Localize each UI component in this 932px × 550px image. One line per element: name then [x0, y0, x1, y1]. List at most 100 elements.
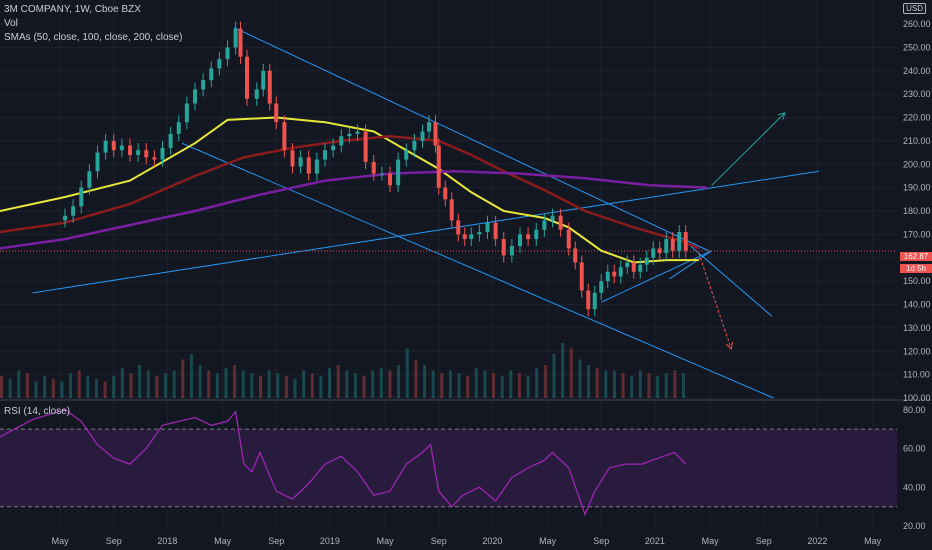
candle-body — [168, 133, 173, 148]
time-tick-label: May — [214, 536, 232, 546]
price-tick-label: 100.00 — [903, 393, 931, 403]
volume-bar — [0, 376, 3, 398]
candle-body — [95, 152, 100, 172]
volume-bar — [86, 376, 90, 398]
candle-body — [347, 133, 352, 137]
trendline — [669, 250, 713, 280]
legend-rsi[interactable]: RSI (14, close) — [4, 406, 71, 417]
candle-body — [282, 122, 287, 151]
candle-body — [371, 161, 376, 174]
volume-bar — [673, 370, 677, 398]
price-axis[interactable]: 260.00 250.00 240.00 230.00 220.00 210.00 200.… — [903, 19, 931, 403]
candle-body — [542, 220, 547, 230]
volume-bar — [612, 370, 616, 398]
price-tick-label: 260.00 — [903, 19, 931, 29]
rsi-axis[interactable]: 80.00 60.00 40.00 20.00 — [903, 405, 926, 531]
volume-bar — [8, 378, 12, 398]
volume-bar — [207, 370, 211, 398]
candle-body — [550, 215, 555, 221]
candle-body — [631, 262, 636, 272]
candle-body — [526, 234, 531, 240]
time-tick-label: 2021 — [645, 536, 665, 546]
time-tick-label: Sep — [756, 536, 772, 546]
candle-body — [420, 131, 425, 141]
candle-body — [436, 145, 441, 188]
legend-sma[interactable]: SMAs (50, close, 100, close, 200, close) — [4, 32, 183, 43]
time-axis[interactable]: May Sep 2018 May Sep 2019 May Sep 2020 May Sep 2021… — [52, 536, 882, 546]
volume-bar — [146, 370, 150, 398]
volume-bar — [561, 343, 565, 398]
time-tick-label: 2020 — [482, 536, 502, 546]
candle-body — [225, 47, 230, 60]
volume-bar — [25, 373, 29, 398]
candle-body — [573, 248, 578, 263]
candle-body — [404, 150, 409, 160]
candle-body — [427, 122, 431, 132]
candle-body — [87, 171, 92, 188]
volume-bar — [604, 370, 608, 398]
time-tick-label: May — [539, 536, 557, 546]
trendline — [233, 27, 709, 252]
volume-bar — [328, 367, 332, 398]
rsi-line — [0, 409, 687, 517]
arrow-annotations — [698, 112, 786, 350]
candle-body — [657, 248, 662, 254]
legend-volume[interactable]: Vol — [4, 18, 18, 29]
candle-body — [267, 70, 272, 104]
volume-bar — [302, 370, 306, 398]
volume-bar — [77, 370, 81, 398]
candle-body — [193, 89, 197, 104]
arrow-head — [778, 112, 786, 120]
candle-body — [290, 150, 295, 167]
arrow-shaft — [698, 252, 732, 350]
candle-body — [160, 147, 165, 160]
candle-body — [274, 103, 279, 123]
candle-body — [119, 145, 124, 151]
volume-bar — [155, 376, 159, 398]
candle-body — [176, 122, 181, 134]
candle-body — [433, 122, 438, 146]
volume-bar — [69, 373, 73, 398]
time-tick-label: Sep — [431, 536, 447, 546]
trendline — [181, 142, 774, 399]
candle-body — [605, 271, 610, 282]
volume-bar — [233, 365, 237, 398]
rsi-tick-label: 20.00 — [903, 521, 926, 531]
volume-bar — [543, 365, 547, 398]
volume-bar — [517, 373, 521, 398]
volume-bar — [595, 367, 599, 398]
price-tick-label: 220.00 — [903, 113, 931, 123]
candle-body — [388, 173, 392, 186]
price-tick-label: 140.00 — [903, 300, 931, 310]
volume-bar — [656, 376, 660, 398]
price-tick-label: 150.00 — [903, 276, 931, 286]
candle-body — [618, 267, 623, 277]
candle-body — [493, 222, 498, 240]
candle-body — [238, 28, 243, 57]
volume-bar — [103, 381, 107, 398]
volume-bar — [526, 376, 530, 398]
volume-bar — [293, 378, 297, 398]
volume-bar — [492, 373, 496, 398]
price-tick-label: 240.00 — [903, 66, 931, 76]
sma50-line — [0, 116, 699, 264]
candle-body — [379, 173, 384, 175]
candle-body — [664, 239, 669, 254]
legend-symbol-title[interactable]: 3M COMPANY, 1W, Cboe BZX — [4, 4, 141, 15]
currency-badge[interactable]: USD — [903, 3, 926, 14]
candle-body — [201, 80, 206, 90]
price-tick-label: 190.00 — [903, 183, 931, 193]
candle-body — [612, 271, 617, 277]
last-price-tag: 162.87 — [900, 252, 932, 261]
countdown-tag: 1d 5h — [900, 264, 932, 273]
volume-bar — [310, 373, 314, 398]
volume-bar — [345, 370, 349, 398]
volume-bar — [172, 370, 176, 398]
volume-bar — [569, 348, 573, 398]
volume-bar — [457, 373, 461, 398]
candle-body — [63, 215, 67, 221]
price-tick-label: 170.00 — [903, 229, 931, 239]
price-tick-label: 200.00 — [903, 159, 931, 169]
volume-bar — [120, 367, 124, 398]
candle-body — [209, 68, 214, 81]
